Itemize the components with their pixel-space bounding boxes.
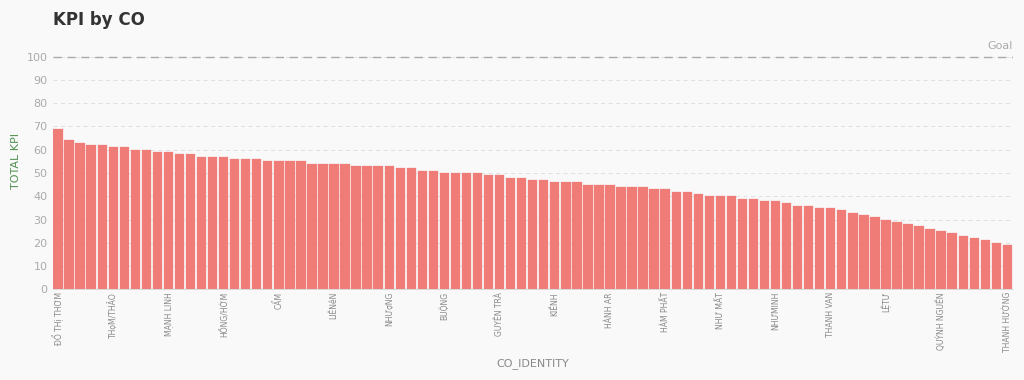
Text: Goal: Goal bbox=[987, 41, 1013, 51]
Bar bbox=[296, 162, 305, 289]
Bar bbox=[926, 229, 935, 289]
Bar bbox=[164, 152, 173, 289]
Bar bbox=[484, 175, 494, 289]
Bar bbox=[914, 226, 924, 289]
Bar bbox=[86, 145, 96, 289]
Bar bbox=[197, 157, 206, 289]
Bar bbox=[517, 177, 526, 289]
Bar bbox=[120, 147, 129, 289]
Bar bbox=[395, 168, 404, 289]
Bar bbox=[141, 150, 152, 289]
Bar bbox=[749, 199, 758, 289]
Bar bbox=[462, 173, 471, 289]
Bar bbox=[330, 164, 339, 289]
Bar bbox=[628, 187, 637, 289]
Bar bbox=[550, 182, 559, 289]
Bar bbox=[848, 212, 857, 289]
Bar bbox=[418, 171, 427, 289]
Bar bbox=[870, 217, 880, 289]
Bar bbox=[727, 196, 736, 289]
Bar bbox=[947, 233, 956, 289]
Bar bbox=[439, 173, 450, 289]
Bar bbox=[837, 210, 847, 289]
Bar bbox=[782, 203, 792, 289]
Bar bbox=[716, 196, 725, 289]
Bar bbox=[693, 194, 703, 289]
Bar bbox=[892, 222, 902, 289]
Text: KPI by CO: KPI by CO bbox=[52, 11, 144, 29]
Bar bbox=[374, 166, 383, 289]
Bar bbox=[981, 241, 990, 289]
Bar bbox=[76, 143, 85, 289]
Bar bbox=[473, 173, 482, 289]
Bar bbox=[859, 215, 868, 289]
Bar bbox=[65, 141, 74, 289]
Bar bbox=[109, 147, 118, 289]
Bar bbox=[683, 192, 692, 289]
Bar bbox=[362, 166, 372, 289]
Bar bbox=[771, 201, 780, 289]
Bar bbox=[528, 180, 538, 289]
Bar bbox=[219, 157, 228, 289]
Bar bbox=[429, 171, 438, 289]
Bar bbox=[53, 129, 62, 289]
X-axis label: CO_IDENTITY: CO_IDENTITY bbox=[497, 358, 569, 369]
Y-axis label: TOTAL KPI: TOTAL KPI bbox=[11, 133, 22, 189]
Bar bbox=[594, 185, 603, 289]
Bar bbox=[185, 154, 196, 289]
Bar bbox=[826, 208, 836, 289]
Bar bbox=[970, 238, 979, 289]
Bar bbox=[705, 196, 714, 289]
Bar bbox=[340, 164, 350, 289]
Bar bbox=[263, 162, 272, 289]
Bar bbox=[793, 206, 803, 289]
Bar bbox=[903, 224, 912, 289]
Bar bbox=[241, 159, 251, 289]
Bar bbox=[252, 159, 261, 289]
Bar bbox=[451, 173, 460, 289]
Bar bbox=[539, 180, 549, 289]
Bar bbox=[131, 150, 140, 289]
Bar bbox=[672, 192, 681, 289]
Bar bbox=[958, 236, 968, 289]
Bar bbox=[638, 187, 648, 289]
Bar bbox=[495, 175, 504, 289]
Bar bbox=[660, 189, 670, 289]
Bar bbox=[407, 168, 416, 289]
Bar bbox=[804, 206, 813, 289]
Bar bbox=[584, 185, 593, 289]
Bar bbox=[737, 199, 748, 289]
Bar bbox=[616, 187, 626, 289]
Bar bbox=[605, 185, 614, 289]
Bar bbox=[175, 154, 184, 289]
Bar bbox=[153, 152, 162, 289]
Bar bbox=[97, 145, 106, 289]
Bar bbox=[274, 162, 284, 289]
Bar bbox=[285, 162, 295, 289]
Bar bbox=[572, 182, 582, 289]
Bar bbox=[351, 166, 360, 289]
Bar bbox=[208, 157, 217, 289]
Bar bbox=[936, 231, 946, 289]
Bar bbox=[991, 243, 1001, 289]
Bar bbox=[506, 177, 515, 289]
Bar bbox=[1002, 245, 1012, 289]
Bar bbox=[230, 159, 240, 289]
Bar bbox=[815, 208, 824, 289]
Bar bbox=[385, 166, 394, 289]
Bar bbox=[882, 220, 891, 289]
Bar bbox=[318, 164, 328, 289]
Bar bbox=[760, 201, 769, 289]
Bar bbox=[561, 182, 570, 289]
Bar bbox=[649, 189, 658, 289]
Bar bbox=[307, 164, 316, 289]
